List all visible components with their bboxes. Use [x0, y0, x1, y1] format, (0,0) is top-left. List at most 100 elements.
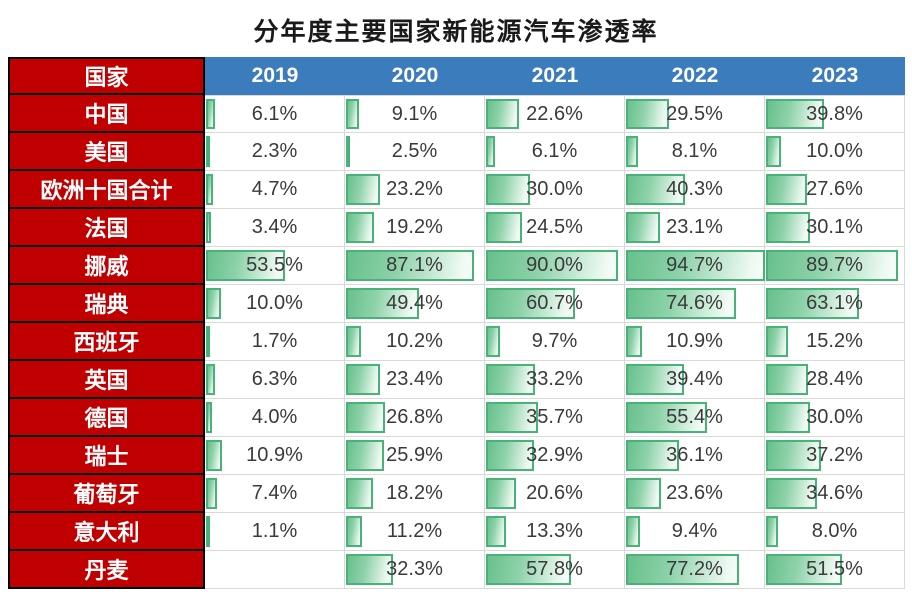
value-cell: 19.2%: [345, 209, 485, 247]
value-cell: 10.9%: [205, 437, 345, 475]
data-bar: [766, 326, 789, 357]
data-bar: [486, 212, 522, 243]
value-cell: 49.4%: [345, 285, 485, 323]
data-bar: [346, 554, 394, 585]
value-label: 23.2%: [386, 178, 443, 200]
corner-header-cell: 国家: [8, 57, 205, 95]
value-cell: 3.4%: [205, 209, 345, 247]
data-bar: [486, 288, 576, 319]
country-label: 德国: [8, 399, 205, 437]
chart-title: 分年度主要国家新能源汽车渗透率: [253, 17, 659, 46]
data-bar: [486, 364, 535, 395]
value-label: 87.1%: [386, 254, 443, 276]
value-label: 36.1%: [666, 444, 723, 466]
value-label: 6.1%: [251, 102, 298, 125]
value-cell: 51.5%: [765, 551, 905, 589]
data-bar: [766, 516, 778, 547]
value-label: 23.4%: [386, 368, 443, 390]
table-row: 瑞士 10.9% 25.9% 32.9% 36.1% 37.2%: [8, 437, 905, 475]
data-bar: [766, 440, 821, 471]
value-cell: 1.1%: [205, 513, 345, 551]
value-label: 10.9%: [246, 444, 303, 466]
value-cell: 26.8%: [345, 399, 485, 437]
value-label: 51.5%: [806, 558, 863, 580]
data-bar: [346, 516, 363, 547]
data-bar: [626, 136, 638, 167]
data-bar: [766, 136, 781, 167]
country-label: 英国: [8, 361, 205, 399]
value-label: 10.0%: [246, 292, 303, 314]
data-bar: [346, 402, 386, 433]
value-cell: 57.8%: [485, 551, 625, 589]
data-bar: [346, 364, 381, 395]
value-cell: 87.1%: [345, 247, 485, 285]
value-label: 89.7%: [806, 254, 863, 276]
data-bar: [626, 212, 660, 243]
value-cell: 30.1%: [765, 209, 905, 247]
value-label: 22.6%: [526, 102, 583, 125]
value-cell: 90.0%: [485, 247, 625, 285]
value-label: 10.2%: [386, 330, 443, 352]
value-cell: 4.0%: [205, 399, 345, 437]
value-label: 6.1%: [531, 140, 578, 162]
value-cell: 33.2%: [485, 361, 625, 399]
country-label: 欧洲十国合计: [8, 171, 205, 209]
table-row: 法国 3.4% 19.2% 24.5% 23.1% 30.1%: [8, 209, 905, 247]
data-bar: [626, 250, 765, 281]
value-cell: 40.3%: [625, 171, 765, 209]
value-cell: 8.0%: [765, 513, 905, 551]
data-bar: [766, 364, 808, 395]
value-label: 57.8%: [526, 558, 583, 580]
value-cell: 6.1%: [485, 133, 625, 171]
year-header-2021: 2021: [485, 57, 625, 95]
data-bar: [766, 212, 811, 243]
data-bar: [766, 174, 807, 205]
country-label: 丹麦: [8, 551, 205, 589]
data-bar: [206, 440, 222, 471]
table-row: 意大利 1.1% 11.2% 13.3% 9.4% 8.0%: [8, 513, 905, 551]
value-cell: 53.5%: [205, 247, 345, 285]
data-bar: [626, 174, 686, 205]
data-bar: [626, 326, 642, 357]
data-bar: [206, 136, 210, 167]
value-cell: 77.2%: [625, 551, 765, 589]
value-cell: 55.4%: [625, 399, 765, 437]
value-label: 9.4%: [671, 520, 718, 542]
value-label: 49.4%: [386, 292, 443, 314]
value-cell: 1.7%: [205, 323, 345, 361]
value-cell: 74.6%: [625, 285, 765, 323]
value-label: 9.7%: [531, 330, 578, 352]
value-cell: 94.7%: [625, 247, 765, 285]
data-bar: [626, 554, 740, 585]
data-bar: [626, 516, 640, 547]
value-label: 4.7%: [251, 178, 298, 200]
table-row: 德国 4.0% 26.8% 35.7% 55.4% 30.0%: [8, 399, 905, 437]
data-bar: [346, 174, 381, 205]
value-label: 53.5%: [246, 254, 303, 276]
value-label: 11.2%: [386, 520, 443, 542]
value-label: 35.7%: [526, 406, 583, 428]
country-label: 瑞典: [8, 285, 205, 323]
value-cell: 28.4%: [765, 361, 905, 399]
value-cell: 60.7%: [485, 285, 625, 323]
value-cell: 32.3%: [345, 551, 485, 589]
value-label: 7.4%: [251, 482, 298, 504]
table-row: 美国 2.3% 2.5% 6.1% 8.1% 10.0%: [8, 133, 905, 171]
data-bar: [626, 440, 679, 471]
data-bar: [206, 99, 215, 129]
data-bar: [486, 402, 539, 433]
data-bar: [486, 478, 517, 509]
country-label: 法国: [8, 209, 205, 247]
value-label: 10.0%: [806, 140, 863, 162]
country-label: 挪威: [8, 247, 205, 285]
value-label: 33.2%: [526, 368, 583, 390]
data-bar: [766, 554, 842, 585]
value-label: 18.2%: [386, 482, 443, 504]
data-bar: [346, 288, 419, 319]
data-bar: [626, 402, 708, 433]
value-label: 23.6%: [666, 482, 723, 504]
value-label: 30.0%: [806, 406, 863, 428]
data-bar: [206, 516, 210, 547]
value-label: 40.3%: [666, 178, 723, 200]
value-label: 39.8%: [806, 102, 863, 125]
